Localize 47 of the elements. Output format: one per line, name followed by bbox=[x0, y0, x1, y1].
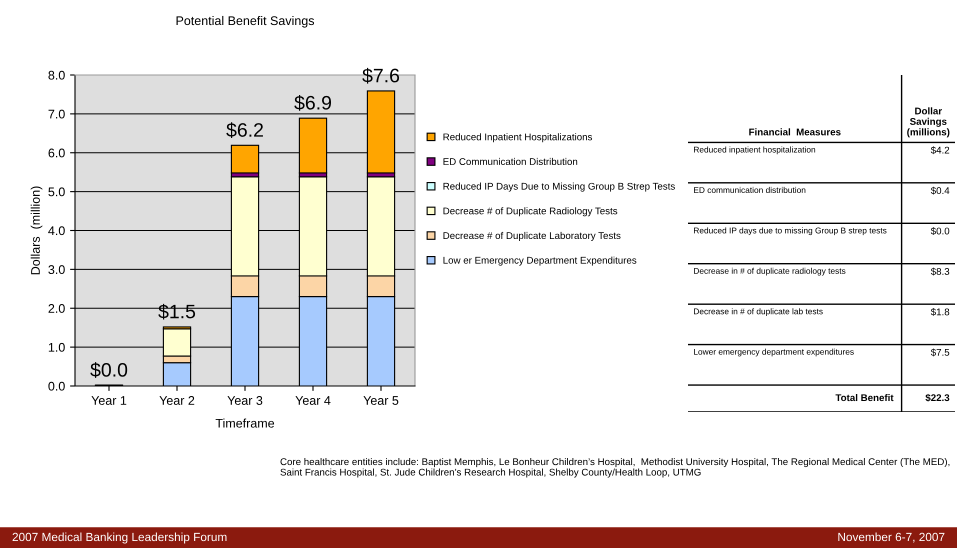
x-tick-label: Year 3 bbox=[227, 396, 262, 405]
category-label: ED communication distribution bbox=[694, 186, 806, 194]
x-axis-title: Timeframe bbox=[216, 418, 274, 428]
text: Total Benefit bbox=[836, 394, 894, 402]
total-label: $6.9 bbox=[294, 95, 331, 111]
y-tick-label: 7.0 bbox=[48, 110, 65, 119]
category-label: Decrease in # of duplicate lab tests bbox=[694, 308, 823, 316]
y-tick-label: 0.0 bbox=[48, 382, 65, 391]
total-label: $1.5 bbox=[158, 304, 196, 320]
legend-label: Reduced IP Days Due to Missing Group B Strep Tests bbox=[444, 182, 675, 192]
total-label: $7.6 bbox=[362, 68, 400, 84]
legend-label: Reduced Inpatient Hospitalizations bbox=[444, 133, 592, 142]
y-tick-label: 3.0 bbox=[48, 265, 65, 274]
legend-label: Decrease # of Duplicate Radiology Tests bbox=[444, 207, 618, 216]
y-tick-label: 2.0 bbox=[48, 304, 65, 313]
y-tick-label: 1.0 bbox=[48, 342, 65, 352]
text: $1.8 bbox=[930, 308, 950, 316]
text: Dollar Savings (millions) bbox=[907, 107, 950, 138]
text: Financial Measures bbox=[749, 128, 841, 136]
text: $4.2 bbox=[930, 146, 950, 154]
x-tick-label: Year 4 bbox=[295, 396, 330, 405]
y-tick-label: 6.0 bbox=[48, 148, 65, 158]
legend-label: ED Communication Distribution bbox=[444, 158, 578, 166]
category-label: Reduced inpatient hospitalization bbox=[694, 146, 816, 154]
y-tick-label: 5.0 bbox=[48, 187, 65, 196]
total-label: $0.0 bbox=[90, 362, 128, 378]
chart-title: Potential Benefit Savings bbox=[176, 16, 314, 28]
category-label: Reduced IP days due to missing Group B strep tests bbox=[694, 227, 887, 236]
category-label: Lower emergency department expenditures bbox=[694, 348, 854, 356]
y-axis-title: Dollars (million) bbox=[30, 186, 42, 274]
legend-label: Decrease # of Duplicate Laboratory Tests bbox=[444, 232, 621, 241]
x-tick-label: Year 5 bbox=[363, 396, 398, 405]
text: $0.0 bbox=[930, 227, 950, 236]
text: $22.3 bbox=[925, 394, 950, 402]
text: November 6-7, 2007 bbox=[838, 532, 944, 543]
total-label: $6.2 bbox=[226, 122, 263, 138]
x-tick-label: Year 1 bbox=[91, 396, 126, 405]
y-tick-label: 8.0 bbox=[48, 70, 65, 80]
legend-label: Low er Emergency Department Expenditures bbox=[444, 256, 636, 266]
text: $0.4 bbox=[930, 186, 950, 195]
y-tick-label: 4.0 bbox=[48, 226, 65, 236]
text: Core healthcare entities include: Baptist Memphis, Le Bonheur Children’s Hospital, Methodist University Hospital, The Regional Medical Center (The MED), Saint Francis Hospital, St. Jude Children’s Research Hospital, Shelby County/Health Loop, UTMG bbox=[280, 458, 950, 478]
text: $8.3 bbox=[930, 268, 950, 276]
text: $7.5 bbox=[930, 348, 950, 356]
category-label: Decrease in # of duplicate radiology tests bbox=[694, 268, 846, 276]
x-tick-label: Year 2 bbox=[159, 396, 194, 405]
text: 2007 Medical Banking Leadership Forum bbox=[12, 532, 226, 544]
